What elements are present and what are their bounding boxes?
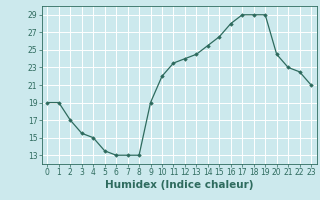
- X-axis label: Humidex (Indice chaleur): Humidex (Indice chaleur): [105, 180, 253, 190]
